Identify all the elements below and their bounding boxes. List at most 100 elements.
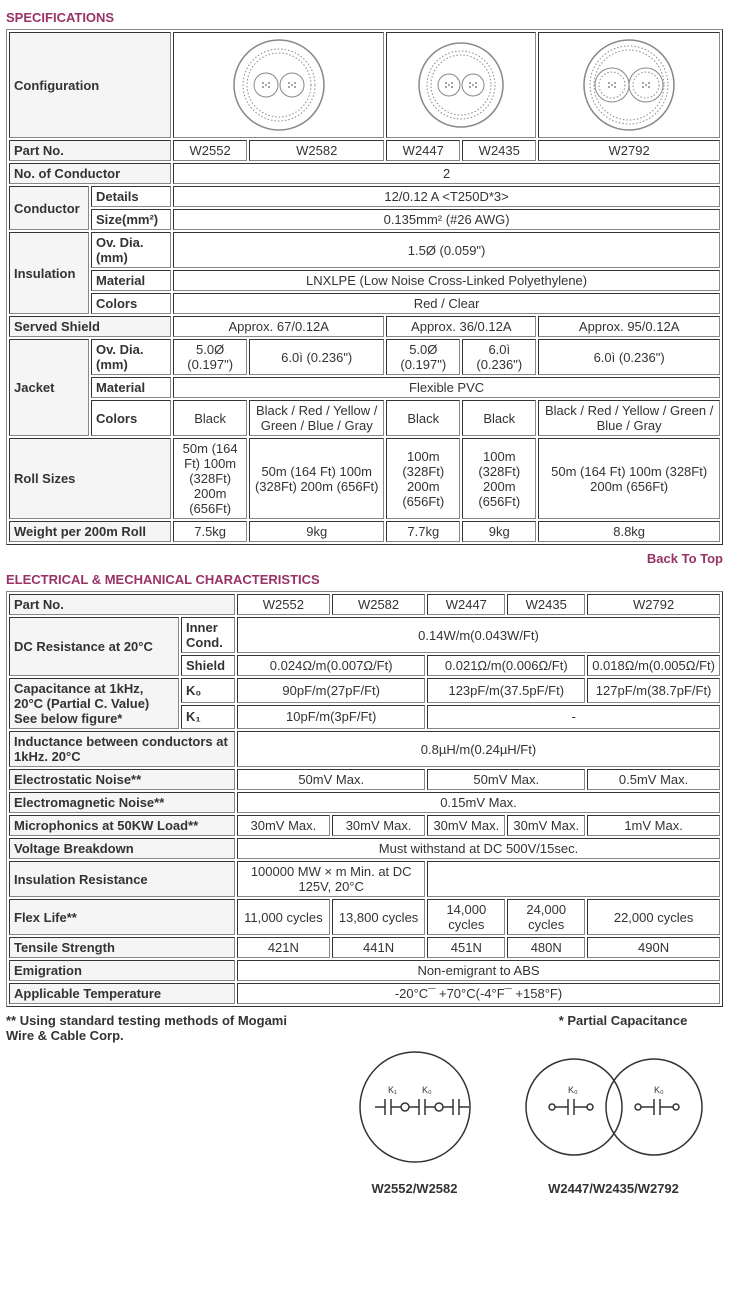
wt-4: 8.8kg bbox=[538, 521, 720, 542]
jc-0: Black bbox=[173, 400, 247, 436]
mic-3: 30mV Max. bbox=[507, 815, 585, 836]
esn-2: 0.5mV Max. bbox=[587, 769, 720, 790]
partno-label: Part No. bbox=[9, 140, 171, 161]
colors-label: Colors bbox=[91, 293, 171, 314]
svg-text:K₀: K₀ bbox=[654, 1085, 664, 1095]
wt-0: 7.5kg bbox=[173, 521, 247, 542]
vb-val: Must withstand at DC 500V/15sec. bbox=[237, 838, 720, 859]
jmat-label: Material bbox=[91, 377, 171, 398]
emn-val: 0.15mV Max. bbox=[237, 792, 720, 813]
roll-3: 100m (328Ft) 200m (656Ft) bbox=[462, 438, 536, 519]
emi-label: Emigration bbox=[9, 960, 235, 981]
elec-table: Part No.W2552W2582W2447W2435W2792 DC Res… bbox=[6, 591, 723, 1007]
colors-val: Red / Clear bbox=[173, 293, 720, 314]
mic-2: 30mV Max. bbox=[427, 815, 505, 836]
nocond-val: 2 bbox=[173, 163, 720, 184]
sh-2: 0.018Ω/m(0.005Ω/Ft) bbox=[587, 655, 720, 676]
ovdia-val: 1.5Ø (0.059") bbox=[173, 232, 720, 268]
ts-0: 421N bbox=[237, 937, 330, 958]
inner-val: 0.14W/m(0.043W/Ft) bbox=[237, 617, 720, 653]
footnote-row: ** Using standard testing methods of Mog… bbox=[6, 1007, 723, 1043]
mic-4: 1mV Max. bbox=[587, 815, 720, 836]
jc-2: Black bbox=[386, 400, 460, 436]
e-partno-label: Part No. bbox=[9, 594, 235, 615]
insul-label: Insulation bbox=[9, 232, 89, 314]
flex-3: 24,000 cycles bbox=[507, 899, 585, 935]
mat-val: LNXLPE (Low Noise Cross-Linked Polyethyl… bbox=[173, 270, 720, 291]
wt-label: Weight per 200m Roll bbox=[9, 521, 171, 542]
roll-2: 100m (328Ft) 200m (656Ft) bbox=[386, 438, 460, 519]
vb-label: Voltage Breakdown bbox=[9, 838, 235, 859]
footnote-2: * Partial Capacitance bbox=[523, 1013, 723, 1043]
svg-text:K₁: K₁ bbox=[388, 1085, 397, 1095]
k0-0: 90pF/m(27pF/Ft) bbox=[237, 678, 425, 703]
jd-2: 5.0Ø (0.197") bbox=[386, 339, 460, 375]
e-shield-label: Shield bbox=[181, 655, 235, 676]
details-label: Details bbox=[91, 186, 171, 207]
dcr-label: DC Resistance at 20°C bbox=[9, 617, 179, 676]
cond-label: Conductor bbox=[9, 186, 89, 230]
wt-2: 7.7kg bbox=[386, 521, 460, 542]
sh-1: 0.021Ω/m(0.006Ω/Ft) bbox=[427, 655, 585, 676]
mic-0: 30mV Max. bbox=[237, 815, 330, 836]
jc-1: Black / Red / Yellow / Green / Blue / Gr… bbox=[249, 400, 384, 436]
jd-3: 6.0ì (0.236") bbox=[462, 339, 536, 375]
back-to-top-link[interactable]: Back To Top bbox=[6, 551, 723, 566]
k0-label: K₀ bbox=[181, 678, 235, 703]
cap-label: Capacitance at 1kHz, 20°C (Partial C. Va… bbox=[9, 678, 179, 729]
nocond-label: No. of Conductor bbox=[9, 163, 171, 184]
flex-label: Flex Life** bbox=[9, 899, 235, 935]
esn-label: Electrostatic Noise** bbox=[9, 769, 235, 790]
size-label: Size(mm²) bbox=[91, 209, 171, 230]
esn-1: 50mV Max. bbox=[427, 769, 585, 790]
part-2: W2447 bbox=[386, 140, 460, 161]
diag2-label: W2447/W2435/W2792 bbox=[514, 1181, 714, 1196]
jc-4: Black / Red / Yellow / Green / Blue / Gr… bbox=[538, 400, 720, 436]
ts-4: 490N bbox=[587, 937, 720, 958]
svg-text:K₀: K₀ bbox=[422, 1085, 432, 1095]
flex-2: 14,000 cycles bbox=[427, 899, 505, 935]
emi-val: Non-emigrant to ABS bbox=[237, 960, 720, 981]
diagram-row: K₁ K₀ W2552/W2582 K₀K₀ W2447/W2435/W2792 bbox=[6, 1047, 723, 1196]
shield-label: Served Shield bbox=[9, 316, 171, 337]
part-1: W2582 bbox=[249, 140, 384, 161]
jd-label: Ov. Dia. (mm) bbox=[91, 339, 171, 375]
jd-1: 6.0ì (0.236") bbox=[249, 339, 384, 375]
part-0: W2552 bbox=[173, 140, 247, 161]
mic-1: 30mV Max. bbox=[332, 815, 426, 836]
partial-cap-diag-1: K₁ K₀ W2552/W2582 bbox=[335, 1047, 495, 1196]
spec-table: Configuration Part No. W2552 W2582 W2447… bbox=[6, 29, 723, 545]
ir-blank bbox=[427, 861, 720, 897]
flex-0: 11,000 cycles bbox=[237, 899, 330, 935]
ts-1: 441N bbox=[332, 937, 426, 958]
jd-4: 6.0ì (0.236") bbox=[538, 339, 720, 375]
emn-label: Electromagnetic Noise** bbox=[9, 792, 235, 813]
elec-heading: ELECTRICAL & MECHANICAL CHARACTERISTICS bbox=[6, 572, 723, 587]
temp-val: -20°C¯ +70°C(-4°F¯ +158°F) bbox=[237, 983, 720, 1004]
spec-heading: SPECIFICATIONS bbox=[6, 10, 723, 25]
k1-dash: - bbox=[427, 705, 720, 730]
roll-4: 50m (164 Ft) 100m (328Ft) 200m (656Ft) bbox=[538, 438, 720, 519]
part-4: W2792 bbox=[538, 140, 720, 161]
esn-0: 50mV Max. bbox=[237, 769, 425, 790]
size-val: 0.135mm² (#26 AWG) bbox=[173, 209, 720, 230]
e-part-4: W2792 bbox=[587, 594, 720, 615]
k1-0: 10pF/m(3pF/Ft) bbox=[237, 705, 425, 730]
ind-label: Inductance between conductors at 1kHz. 2… bbox=[9, 731, 235, 767]
config-diag-2 bbox=[386, 32, 536, 138]
jc-3: Black bbox=[462, 400, 536, 436]
roll-0: 50m (164 Ft) 100m (328Ft) 200m (656Ft) bbox=[173, 438, 247, 519]
diag1-label: W2552/W2582 bbox=[335, 1181, 495, 1196]
roll-1: 50m (164 Ft) 100m (328Ft) 200m (656Ft) bbox=[249, 438, 384, 519]
jacket-label: Jacket bbox=[9, 339, 89, 436]
partial-cap-diag-2: K₀K₀ W2447/W2435/W2792 bbox=[514, 1047, 714, 1196]
ind-val: 0.8µH/m(0.24µH/Ft) bbox=[237, 731, 720, 767]
shield-1: Approx. 67/0.12A bbox=[173, 316, 384, 337]
mic-label: Microphonics at 50KW Load** bbox=[9, 815, 235, 836]
wt-3: 9kg bbox=[462, 521, 536, 542]
flex-4: 22,000 cycles bbox=[587, 899, 720, 935]
e-part-2: W2447 bbox=[427, 594, 505, 615]
ir-label: Insulation Resistance bbox=[9, 861, 235, 897]
k0-2: 127pF/m(38.7pF/Ft) bbox=[587, 678, 720, 703]
ts-2: 451N bbox=[427, 937, 505, 958]
